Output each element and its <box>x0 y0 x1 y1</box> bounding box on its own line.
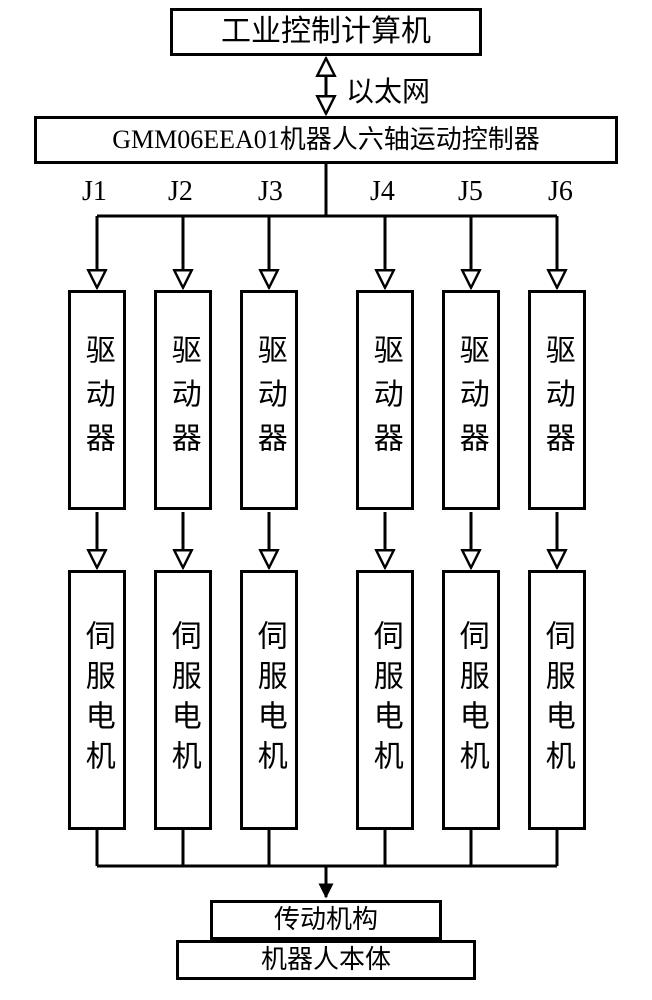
transmission-box: 传动机构 <box>210 900 442 940</box>
driver-box-5: 驱动器 <box>442 290 500 510</box>
servo-box-5: 伺服电机 <box>442 570 500 830</box>
servo-box-2-label: 伺服电机 <box>167 620 199 780</box>
controller-box-label: GMM06EEA01机器人六轴运动控制器 <box>112 126 540 153</box>
driver-box-5-label: 驱动器 <box>455 334 487 466</box>
servo-box-2: 伺服电机 <box>154 570 212 830</box>
driver-box-2-label: 驱动器 <box>167 334 199 466</box>
driver-box-1: 驱动器 <box>68 290 126 510</box>
servo-box-4-label: 伺服电机 <box>369 620 401 780</box>
servo-box-3-label: 伺服电机 <box>253 620 285 780</box>
servo-box-5-label: 伺服电机 <box>455 620 487 780</box>
axis-label-J1: J1 <box>82 176 107 208</box>
driver-box-4: 驱动器 <box>356 290 414 510</box>
driver-box-2: 驱动器 <box>154 290 212 510</box>
axis-label-J4: J4 <box>370 176 395 208</box>
driver-box-6-label: 驱动器 <box>541 334 573 466</box>
robot-body-box: 机器人本体 <box>176 940 476 980</box>
servo-box-6: 伺服电机 <box>528 570 586 830</box>
servo-box-6-label: 伺服电机 <box>541 620 573 780</box>
driver-box-4-label: 驱动器 <box>369 334 401 466</box>
industrial-computer-box: 工业控制计算机 <box>170 8 482 56</box>
servo-box-1: 伺服电机 <box>68 570 126 830</box>
controller-box: GMM06EEA01机器人六轴运动控制器 <box>34 116 618 164</box>
axis-label-J2: J2 <box>168 176 193 208</box>
robot-body-box-label: 机器人本体 <box>261 946 391 973</box>
driver-box-3: 驱动器 <box>240 290 298 510</box>
driver-box-6: 驱动器 <box>528 290 586 510</box>
axis-label-J5: J5 <box>458 176 483 208</box>
ethernet-label: 以太网 <box>346 70 430 110</box>
driver-box-1-label: 驱动器 <box>81 334 113 466</box>
axis-label-J6: J6 <box>548 176 573 208</box>
industrial-computer-box-label: 工业控制计算机 <box>221 16 431 48</box>
driver-box-3-label: 驱动器 <box>253 334 285 466</box>
transmission-box-label: 传动机构 <box>274 906 378 933</box>
servo-box-3: 伺服电机 <box>240 570 298 830</box>
servo-box-1-label: 伺服电机 <box>81 620 113 780</box>
axis-label-J3: J3 <box>258 176 283 208</box>
servo-box-4: 伺服电机 <box>356 570 414 830</box>
